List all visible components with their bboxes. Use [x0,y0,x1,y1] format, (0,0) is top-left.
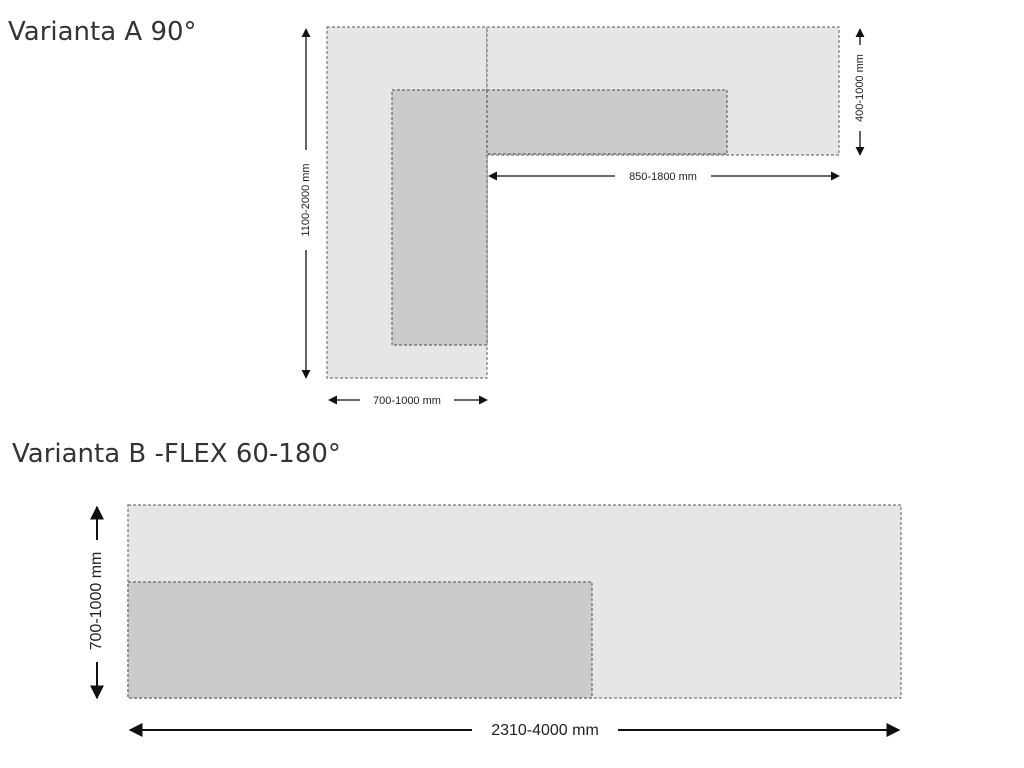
label-bg [472,719,618,741]
shape-dark [486,89,728,155]
dimension-label: 2310-4000 mm [491,722,599,739]
label-bg [299,150,313,250]
dimension-label: 1100-2000 mm [300,163,312,236]
dimension-label: 850-1800 mm [629,171,697,183]
shape-dark [391,89,488,346]
variant-b-title: Varianta B -FLEX 60-180° [12,439,341,469]
label-bg [853,45,867,131]
dimension-label: 700-1000 mm [373,395,441,407]
dimension-label: 400-1000 mm [854,54,866,122]
shape-dark [127,581,593,699]
dimension-label: 700-1000 mm [88,552,105,651]
label-bg [87,540,107,662]
variant-a-title: Varianta A 90° [8,17,197,47]
label-bg [615,168,711,184]
label-bg [360,392,454,408]
